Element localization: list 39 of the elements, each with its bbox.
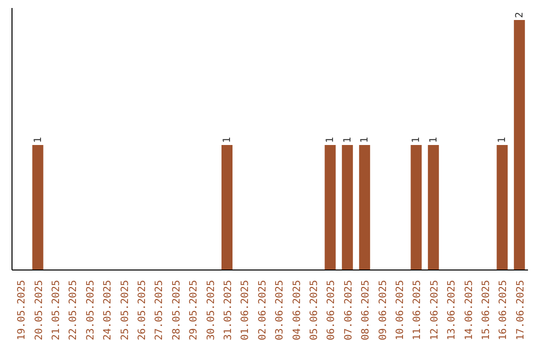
x-tick-label: 09.06.2025 (378, 280, 389, 340)
x-tick-label: 25.05.2025 (120, 280, 131, 340)
x-tick-label: 14.06.2025 (464, 280, 475, 340)
x-tick-label: 12.06.2025 (429, 280, 440, 340)
data-label: 2 (514, 12, 526, 18)
x-tick-label: 31.05.2025 (223, 280, 234, 340)
x-tick-label: 15.06.2025 (481, 280, 492, 340)
x-tick-label: 26.05.2025 (137, 280, 148, 340)
x-tick-label: 29.05.2025 (188, 280, 200, 340)
x-tick-label: 24.05.2025 (102, 280, 114, 340)
x-tick-label: 04.06.2025 (292, 280, 303, 340)
data-label: 1 (411, 136, 422, 143)
x-tick-label: 11.06.2025 (412, 280, 424, 340)
x-tick-label: 13.06.2025 (446, 280, 458, 340)
data-label: 1 (497, 136, 508, 143)
x-tick-label: 28.05.2025 (171, 280, 182, 340)
x-tick-label: 05.06.2025 (309, 280, 320, 340)
x-tick-label: 02.06.2025 (257, 280, 268, 340)
data-label: 1 (428, 136, 440, 143)
x-tick-label: 20.05.2025 (34, 280, 45, 340)
x-tick-label: 16.06.2025 (498, 280, 510, 340)
x-tick-label: 03.06.2025 (274, 280, 286, 340)
data-label: 1 (32, 136, 44, 143)
x-tick-label: 22.05.2025 (68, 280, 80, 340)
x-tick-label: 23.05.2025 (85, 280, 96, 340)
x-tick-label: 07.06.2025 (343, 280, 354, 340)
x-tick-label: 19.05.2025 (16, 280, 28, 340)
x-tick-label: 21.05.2025 (51, 280, 62, 340)
x-tick-label: 01.06.2025 (240, 280, 252, 340)
x-tick-label: 17.06.2025 (515, 280, 526, 340)
x-tick-label: 10.06.2025 (395, 280, 406, 340)
data-label: 1 (325, 136, 336, 143)
x-tick-label: 08.06.2025 (360, 280, 372, 340)
data-label: 1 (360, 136, 371, 143)
data-label: 1 (222, 136, 233, 143)
x-tick-label: 30.05.2025 (206, 280, 217, 340)
x-tick-label: 06.06.2025 (326, 280, 338, 340)
x-tick-label: 27.05.2025 (154, 280, 166, 340)
data-label: 1 (342, 136, 354, 143)
